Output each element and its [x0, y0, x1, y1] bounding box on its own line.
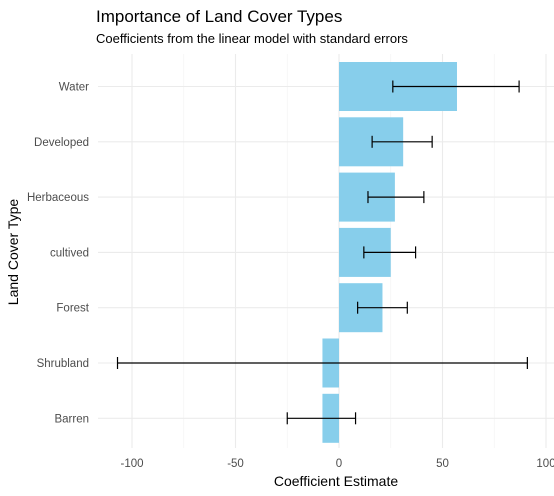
x-tick-label: 100 — [536, 458, 554, 470]
x-tick-label: 50 — [436, 458, 449, 470]
error-bar-water — [392, 80, 520, 93]
chart-title: Importance of Land Cover Types — [96, 7, 342, 26]
chart-subtitle: Coefficients from the linear model with … — [96, 31, 408, 46]
y-tick-labels: Water Developed Herbaceous cultived Forest Sh… — [27, 82, 90, 426]
x-tick-label: -100 — [120, 458, 143, 470]
x-tick-label: 0 — [336, 458, 342, 470]
y-tick-label: Water — [59, 82, 89, 94]
y-axis-title: Land Cover Type — [5, 199, 21, 306]
error-bar-developed — [371, 135, 433, 148]
y-tick-label: Herbaceous — [27, 192, 89, 204]
error-bar-shrubland — [116, 357, 528, 369]
error-bars — [116, 80, 528, 425]
x-tick-label: -50 — [227, 458, 244, 470]
y-tick-label: Forest — [56, 303, 89, 315]
error-bar-herbaceous — [367, 191, 425, 204]
error-bar-forest — [357, 301, 408, 314]
x-tick-labels: -100 -50 0 50 100 — [120, 458, 554, 470]
error-bar-cultived — [363, 246, 417, 259]
x-axis-title: Coefficient Estimate — [274, 473, 398, 489]
error-bar-barren — [286, 412, 357, 425]
y-tick-label: Shrubland — [37, 358, 89, 370]
y-tick-label: cultived — [50, 247, 89, 259]
y-tick-label: Developed — [34, 137, 89, 149]
y-tick-label: Barren — [54, 413, 89, 425]
grid-lines — [98, 54, 554, 448]
